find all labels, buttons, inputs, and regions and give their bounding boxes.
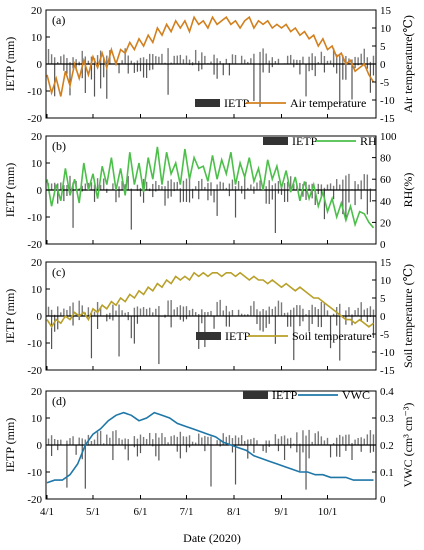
left-tick-label: -10	[27, 86, 42, 98]
legend: IETP RH	[263, 134, 377, 148]
right-tick-label: 10	[380, 23, 392, 35]
left-tick-label: 20	[31, 386, 43, 398]
left-tick-label: 0	[37, 440, 43, 452]
right-axis-label: VWC (cm³ cm⁻³)	[401, 403, 415, 488]
left-tick-label: -20	[27, 113, 42, 125]
right-axis-label: RH(%)	[401, 173, 415, 208]
right-tick-label: 80	[380, 153, 392, 165]
legend-line-label: VWC	[342, 388, 370, 402]
x-tick-label: 7/1	[179, 506, 193, 518]
right-tick-label: 0	[380, 239, 386, 251]
legend-line-label: Soil temperature	[292, 329, 372, 343]
legend-bar-label: IETP	[224, 96, 250, 110]
left-axis-label: IETP (mm)	[3, 37, 17, 92]
left-axis-label: IETP (mm)	[3, 289, 17, 344]
left-tick-label: 10	[31, 158, 43, 170]
left-tick-label: -10	[27, 212, 42, 224]
right-tick-label: -15	[380, 365, 395, 377]
x-tick-label: 10/1	[318, 506, 338, 518]
left-tick-label: -10	[27, 338, 42, 350]
legend-bar-label: IETP	[225, 329, 251, 343]
ietp-bars	[47, 173, 375, 234]
right-tick-label: 15	[380, 5, 392, 17]
legend-line-label: RH	[360, 134, 377, 148]
panel-3: 20 10 0 -10 -20 15 10 5 0 -5 -10 -15 (c) IETP (mm) Soi…	[3, 257, 415, 377]
left-tick-label: 10	[31, 413, 43, 425]
left-tick-label: 10	[31, 32, 43, 44]
series-line	[46, 411, 374, 484]
legend: IETP Air temperature	[195, 96, 366, 110]
right-tick-label: 20	[380, 217, 392, 229]
left-axis-label: IETP (mm)	[3, 418, 17, 473]
right-tick-label: 10	[380, 275, 392, 287]
panel-label: (b)	[52, 139, 66, 153]
ietp-bars	[47, 429, 375, 490]
legend: IETP Soil temperature	[196, 329, 372, 343]
right-tick-label: 0.2	[380, 440, 394, 452]
series-line	[46, 146, 375, 229]
x-tick-label: 4/1	[40, 506, 54, 518]
right-axis-label: Soil temperature (℃)	[401, 264, 415, 368]
panel-4: 20 10 0 -10 -20 0.4 0.3 0.2 0.1 0 (d) IETP (mm) VWC …	[3, 386, 415, 506]
legend-bar-swatch	[243, 391, 268, 399]
left-tick-label: 0	[37, 311, 43, 323]
left-tick-label: -20	[27, 494, 42, 506]
legend-line-label: Air temperature	[290, 96, 366, 110]
legend-bar-swatch	[263, 137, 288, 145]
left-tick-label: -10	[27, 467, 42, 479]
right-tick-label: 0	[380, 59, 386, 71]
left-tick-label: 10	[31, 284, 43, 296]
right-tick-label: -5	[380, 77, 390, 89]
right-tick-label: 100	[380, 131, 397, 143]
right-tick-label: 5	[380, 293, 386, 305]
panel-label: (d)	[52, 394, 66, 408]
left-tick-label: 0	[37, 59, 43, 71]
panel-1: 20 10 0 -10 -20 15 10 5 0 -5 -10 -15 (a) IETP (mm) Air…	[3, 5, 415, 125]
left-tick-label: -20	[27, 239, 42, 251]
series-line	[46, 271, 374, 329]
left-tick-label: 20	[31, 131, 43, 143]
series-line	[46, 15, 375, 97]
right-tick-label: 5	[380, 41, 386, 53]
panel-label: (a)	[52, 13, 65, 27]
left-tick-label: -20	[27, 365, 42, 377]
right-axis-label: Air temperature(℃)	[401, 15, 415, 113]
x-axis-label: Date (2020)	[183, 531, 241, 545]
left-tick-label: 20	[31, 257, 43, 269]
right-tick-label: -10	[380, 347, 395, 359]
right-tick-label: -5	[380, 329, 390, 341]
x-tick-label: 9/1	[274, 506, 288, 518]
x-tick-label: 8/1	[227, 506, 241, 518]
legend-bar-label: IETP	[272, 388, 298, 402]
left-axis-label: IETP (mm)	[3, 163, 17, 218]
right-tick-label: -10	[380, 95, 395, 107]
right-tick-label: 40	[380, 196, 392, 208]
ietp-bars	[47, 48, 375, 107]
legend-bar-label: IETP	[292, 134, 318, 148]
x-tick-label: 6/1	[133, 506, 147, 518]
panel-label: (c)	[52, 265, 65, 279]
left-tick-label: 0	[37, 185, 43, 197]
legend-bar-swatch	[196, 332, 221, 340]
right-tick-label: 0.3	[380, 413, 394, 425]
x-tick-label: 5/1	[86, 506, 100, 518]
right-tick-label: 0.4	[380, 386, 394, 398]
right-tick-label: 60	[380, 174, 392, 186]
right-tick-label: 0.1	[380, 467, 394, 479]
legend-bar-swatch	[195, 99, 220, 107]
right-tick-label: 0	[380, 311, 386, 323]
legend: IETP VWC	[243, 388, 370, 402]
left-tick-label: 20	[31, 5, 43, 17]
right-tick-label: 0	[380, 494, 386, 506]
right-tick-label: 15	[380, 257, 392, 269]
right-tick-label: -15	[380, 113, 395, 125]
